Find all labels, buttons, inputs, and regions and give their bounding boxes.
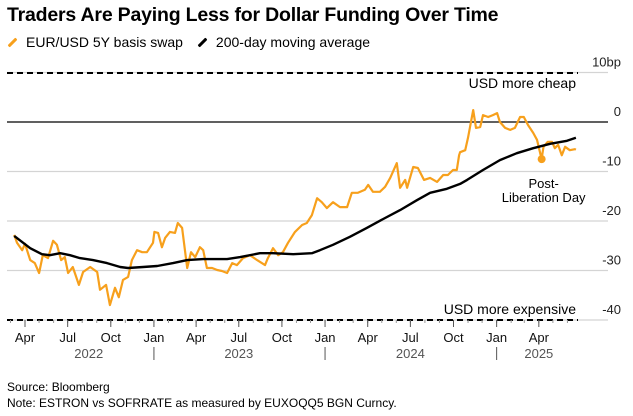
- x-tick-label: Oct: [101, 330, 122, 345]
- x-tick-label: Jul: [230, 330, 247, 345]
- legend-item-basis-swap: EUR/USD 5Y basis swap: [7, 34, 183, 50]
- legend: EUR/USD 5Y basis swap 200-day moving ave…: [7, 34, 384, 50]
- x-tick-label: Oct: [443, 330, 464, 345]
- chart-plot: 10bp 0 -10 -20 -30 -40 USD more cheap USD more …: [7, 55, 621, 361]
- legend-label: 200-day moving average: [215, 34, 371, 50]
- x-tick-label: Jul: [59, 330, 76, 345]
- annotation-label: Post-: [528, 176, 558, 191]
- legend-label: EUR/USD 5Y basis swap: [26, 34, 183, 50]
- legend-item-moving-average: 200-day moving average: [197, 34, 370, 50]
- x-tick-label: Oct: [272, 330, 293, 345]
- y-tick-label: 0: [614, 104, 621, 119]
- x-tick-label: Jul: [402, 330, 419, 345]
- reference-label: USD more cheap: [469, 75, 577, 91]
- annotation-marker: [537, 155, 546, 164]
- x-tick-label: Jan: [143, 330, 164, 345]
- x-year-label: 2025: [524, 346, 553, 361]
- y-tick-label: -10: [602, 154, 621, 169]
- x-year-label: 2024: [396, 346, 425, 361]
- x-tick-label: Jan: [315, 330, 336, 345]
- y-tick-label: -30: [602, 253, 621, 268]
- y-tick-label: -20: [602, 203, 621, 218]
- x-tick-label: Apr: [15, 330, 36, 345]
- x-year-label: 2023: [224, 346, 253, 361]
- x-year-label: 2022: [74, 346, 103, 361]
- x-tick-label: Apr: [529, 330, 550, 345]
- x-tick-label: Apr: [358, 330, 379, 345]
- series-line-basis-swap: [13, 109, 577, 307]
- chart-title: Traders Are Paying Less for Dollar Fundi…: [7, 4, 499, 26]
- x-tick-label: Jan: [486, 330, 507, 345]
- y-tick-label: 10bp: [592, 55, 621, 70]
- annotation-label: Liberation Day: [502, 190, 586, 205]
- source-note: Source: Bloomberg: [7, 380, 110, 394]
- series-line-moving-average: [13, 136, 577, 270]
- x-tick-label: Apr: [186, 330, 207, 345]
- reference-label: USD more expensive: [444, 301, 576, 317]
- footnote: Note: ESTRON vs SOFRRATE as measured by …: [7, 396, 397, 410]
- y-tick-label: -40: [602, 302, 621, 317]
